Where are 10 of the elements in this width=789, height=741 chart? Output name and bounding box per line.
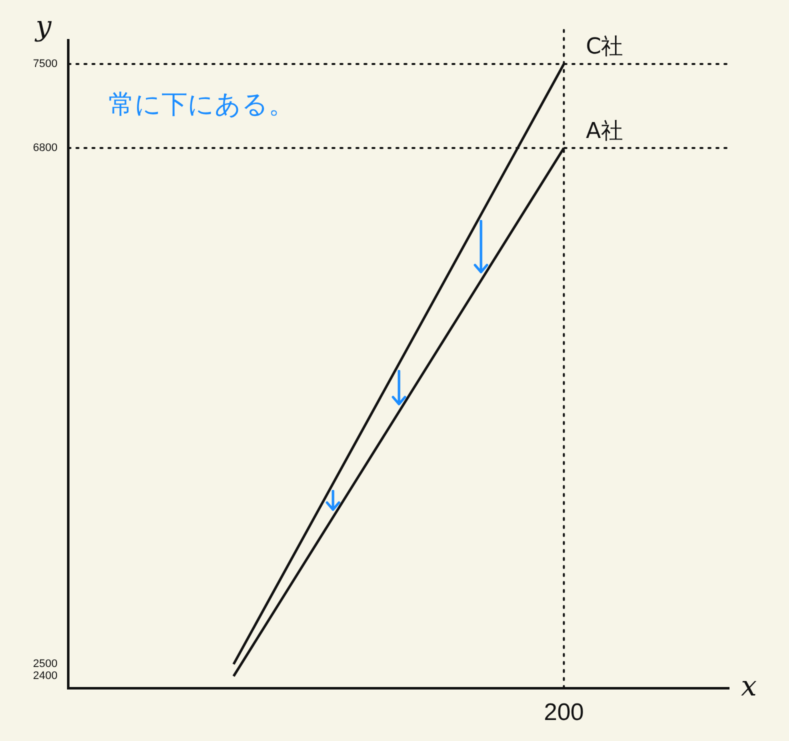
x-axis-title: x xyxy=(741,669,757,702)
series-label: A社 xyxy=(586,118,623,144)
y-tick-label: 2500 xyxy=(32,658,58,670)
x-tick-label: 200 xyxy=(544,699,584,726)
y-axis-title: y xyxy=(34,9,53,42)
y-tick-label: 6800 xyxy=(32,142,58,154)
y-tick-label: 2400 xyxy=(32,670,58,682)
annotation: 常に下にある。 xyxy=(108,90,294,120)
series-label: C社 xyxy=(586,34,624,60)
y-tick-label: 7500 xyxy=(32,58,58,70)
